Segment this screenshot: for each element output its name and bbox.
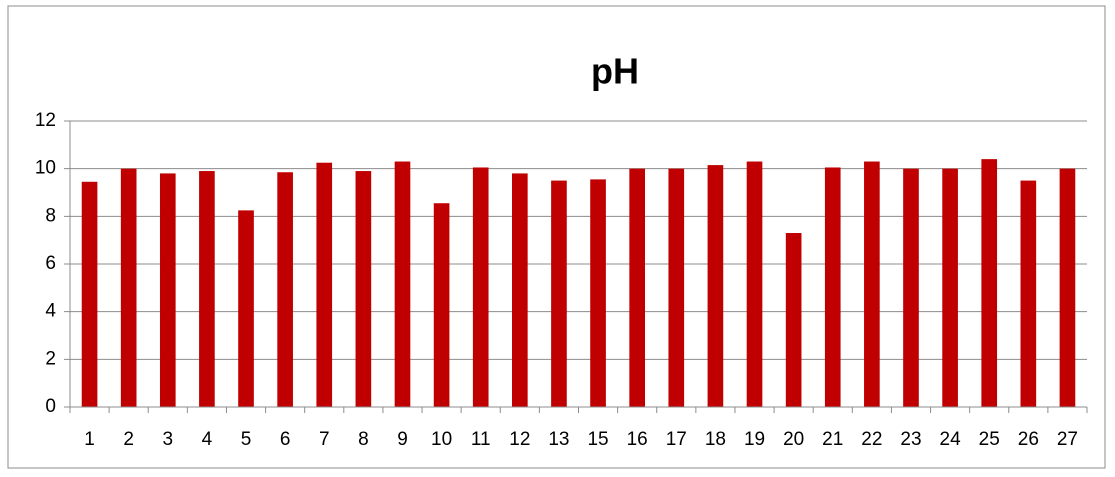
bar <box>746 161 763 407</box>
x-tick-label: 16 <box>627 429 648 450</box>
x-tick-label: 9 <box>397 429 408 450</box>
bar <box>277 172 293 407</box>
bar <box>785 233 802 407</box>
y-tick-label: 4 <box>45 301 56 322</box>
bar <box>590 179 606 407</box>
x-tick-label: 8 <box>358 429 369 450</box>
x-tick-label: 20 <box>783 429 804 450</box>
bar <box>394 161 411 407</box>
x-tick-label: 3 <box>162 429 173 450</box>
x-tick-label: 25 <box>979 429 1000 450</box>
bar <box>81 181 98 407</box>
bar <box>1020 180 1037 407</box>
bar <box>903 168 919 407</box>
bar <box>355 171 372 407</box>
bar <box>316 162 333 407</box>
x-tick-label: 2 <box>123 429 134 450</box>
x-tick-label: 7 <box>319 429 330 450</box>
bar <box>551 180 567 407</box>
x-tick-label: 17 <box>666 429 687 450</box>
x-tick-label: 21 <box>822 429 843 450</box>
x-tick-label: 26 <box>1018 429 1039 450</box>
y-tick-label: 8 <box>45 205 56 226</box>
bar <box>942 168 958 407</box>
bar <box>199 171 215 407</box>
y-tick-label: 2 <box>45 348 56 369</box>
bar <box>864 161 880 407</box>
bar <box>472 167 489 407</box>
x-tick-label: 6 <box>280 429 291 450</box>
bar <box>981 159 998 407</box>
x-tick-label: 5 <box>241 429 252 450</box>
y-tick-label: 10 <box>35 158 56 179</box>
y-tick-label: 0 <box>45 396 56 417</box>
x-tick-label: 18 <box>705 429 726 450</box>
x-tick-label: 4 <box>202 429 213 450</box>
x-tick-label: 23 <box>900 429 921 450</box>
x-tick-label: 10 <box>431 429 452 450</box>
y-tick-label: 6 <box>45 253 56 274</box>
bar <box>824 167 841 407</box>
x-tick-label: 15 <box>587 429 608 450</box>
x-tick-label: 27 <box>1057 429 1078 450</box>
x-tick-label: 19 <box>744 429 765 450</box>
x-tick-label: 11 <box>471 429 491 450</box>
bar <box>629 168 645 407</box>
bar <box>512 173 528 407</box>
bar <box>433 203 450 407</box>
bar <box>159 173 176 407</box>
x-tick-label: 12 <box>509 429 530 450</box>
y-tick-label: 12 <box>35 110 56 131</box>
x-tick-label: 24 <box>940 429 962 450</box>
bar <box>120 168 137 407</box>
x-tick-label: 1 <box>84 429 95 450</box>
bar <box>238 210 254 407</box>
chart-title: pH <box>591 51 639 92</box>
bar <box>668 168 685 407</box>
bar <box>1059 168 1076 407</box>
bar <box>707 165 724 407</box>
x-tick-label: 22 <box>861 429 882 450</box>
x-tick-label: 13 <box>548 429 569 450</box>
